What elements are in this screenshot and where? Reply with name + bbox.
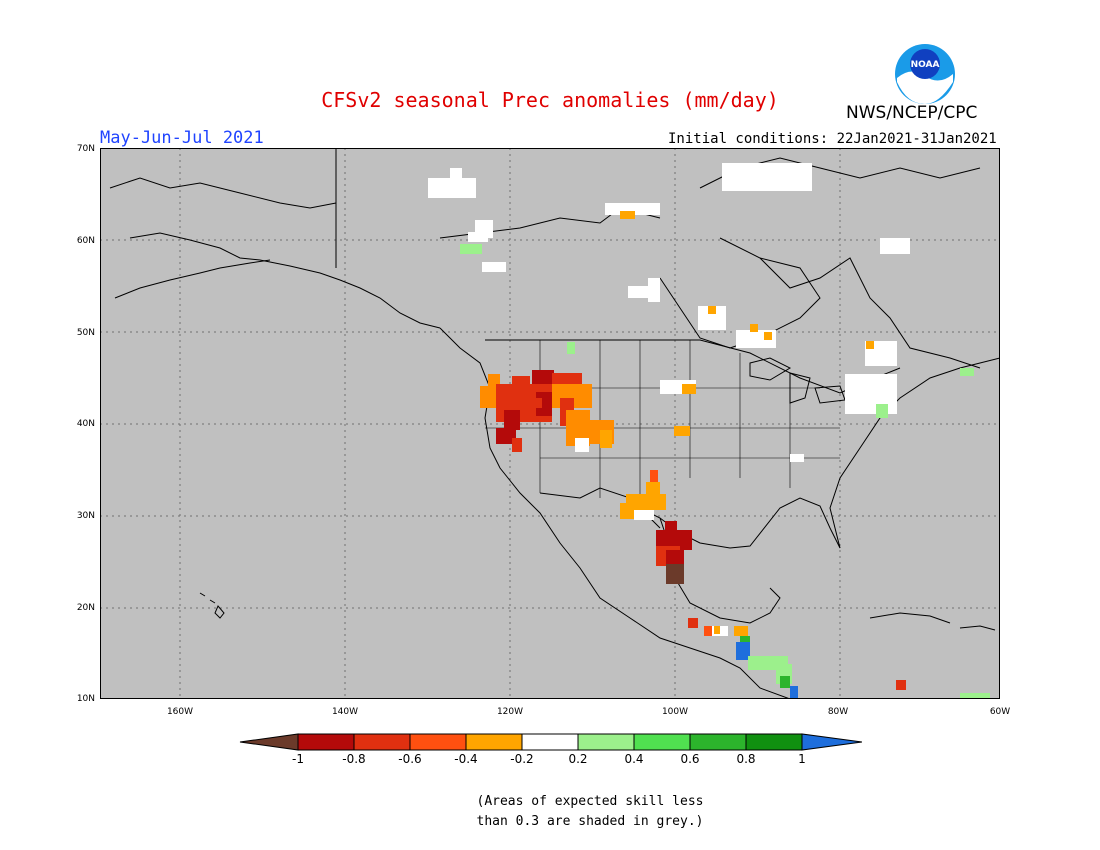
- colorbar-tick-label: 0.4: [624, 752, 644, 766]
- colorbar-arrow-high: [801, 733, 862, 751]
- colorbar-tick-label: -0.6: [398, 752, 422, 766]
- lat-label-20n: 20N: [76, 603, 95, 613]
- colorbar-tick-label: 0.2: [568, 752, 588, 766]
- colorbar-arrow-low: [239, 733, 299, 751]
- lat-label-60n: 60N: [76, 236, 95, 246]
- lat-label-10n: 10N: [76, 694, 95, 704]
- colorbar-cell: [745, 733, 803, 751]
- lon-label-160w: 160W: [166, 707, 194, 717]
- colorbar-tick-label: -0.8: [342, 752, 366, 766]
- lat-label-70n: 70N: [76, 144, 95, 154]
- map-gridlines: [100, 148, 1000, 699]
- colorbar: [239, 733, 862, 751]
- map-title: CFSv2 seasonal Prec anomalies (mm/day): [321, 88, 779, 112]
- colorbar-cell: [465, 733, 523, 751]
- colorbar-tick-label: 0.6: [680, 752, 700, 766]
- lon-label-120w: 120W: [496, 707, 524, 717]
- colorbar-cell: [297, 733, 355, 751]
- colorbar-cell: [409, 733, 467, 751]
- agency-label: NWS/NCEP/CPC: [846, 103, 978, 123]
- colorbar-cell: [633, 733, 691, 751]
- colorbar-cell: [689, 733, 747, 751]
- lon-label-140w: 140W: [331, 707, 359, 717]
- colorbar-tick-label: -0.2: [510, 752, 534, 766]
- lat-label-40n: 40N: [76, 419, 95, 429]
- lon-label-100w: 100W: [661, 707, 689, 717]
- lon-label-80w: 80W: [827, 707, 849, 717]
- lon-label-60w: 60W: [989, 707, 1011, 717]
- colorbar-cell: [353, 733, 411, 751]
- lat-label-30n: 30N: [76, 511, 95, 521]
- colorbar-tick-label: -1: [292, 752, 304, 766]
- colorbar-cell: [577, 733, 635, 751]
- skill-note: (Areas of expected skill less than 0.3 a…: [440, 792, 740, 832]
- colorbar-tick-label: 0.8: [736, 752, 756, 766]
- noaa-logo: NOAA: [895, 44, 955, 104]
- anomaly-cells: [428, 163, 990, 699]
- anomaly-map: [100, 148, 1000, 699]
- lat-label-50n: 50N: [76, 328, 95, 338]
- skill-note-line-2: than 0.3 are shaded in grey.): [476, 814, 704, 829]
- colorbar-tick-label: 1: [798, 752, 806, 766]
- colorbar-tick-label: -0.4: [454, 752, 478, 766]
- period-label: May-Jun-Jul 2021: [100, 128, 264, 148]
- logo-text: NOAA: [911, 60, 940, 70]
- initial-conditions-label: Initial conditions: 22Jan2021-31Jan2021: [668, 131, 997, 147]
- skill-note-line-1: (Areas of expected skill less: [476, 794, 704, 809]
- colorbar-cell: [521, 733, 579, 751]
